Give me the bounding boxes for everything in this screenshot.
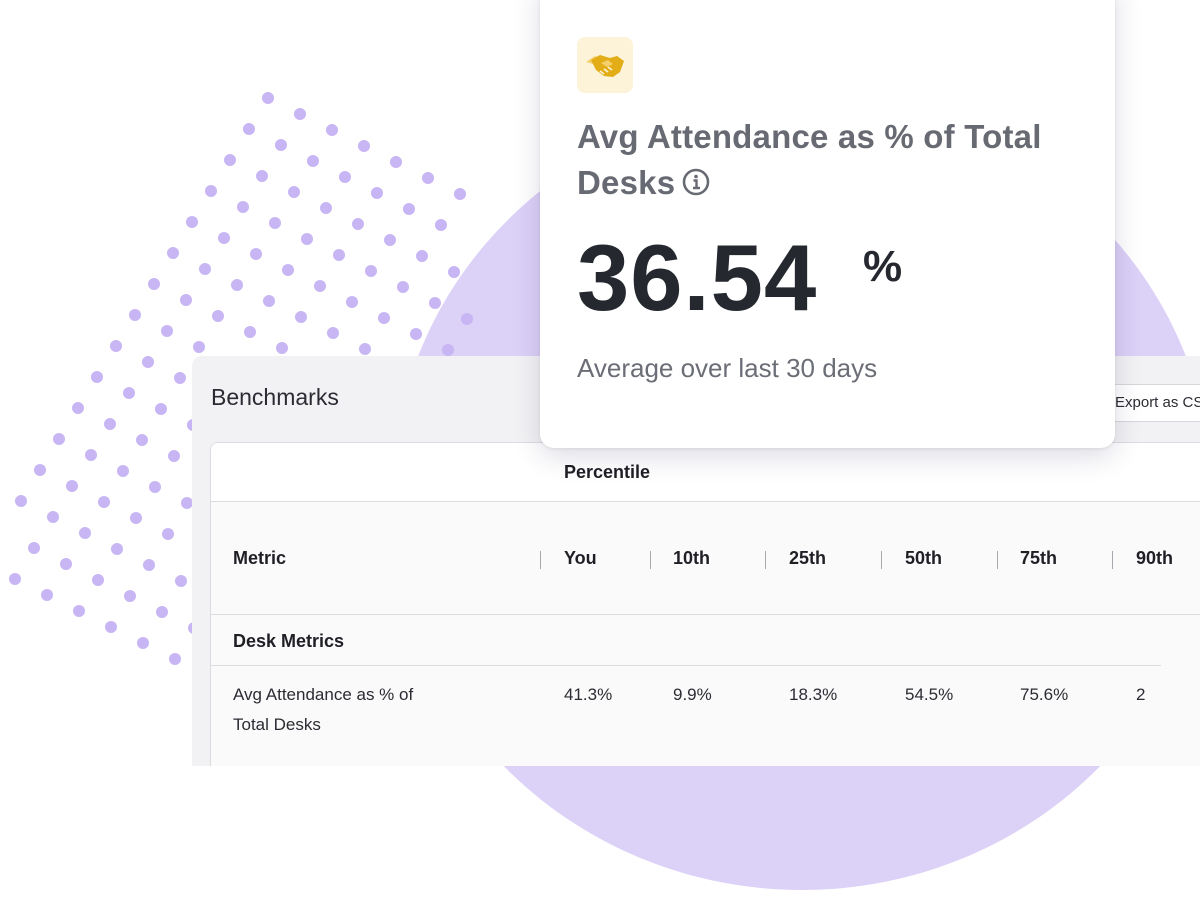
column-header-75th[interactable]: 75th [1020, 548, 1058, 568]
column-header-25th[interactable]: 25th [789, 548, 827, 568]
table-row: Avg Attendance as % of Total Desks 41.3%… [211, 666, 1161, 766]
export-csv-button[interactable]: Export as CSV [1100, 384, 1200, 422]
column-separator [540, 551, 541, 569]
cell-50th: 54.5% [905, 685, 954, 704]
kpi-card: Avg Attendance as % of Total Desks 36.54… [540, 0, 1115, 448]
column-separator [765, 551, 766, 569]
cell-10th: 9.9% [673, 685, 712, 704]
kpi-value: 36.54 [577, 225, 818, 330]
cell-90th: 2 [1136, 685, 1146, 704]
cell-you: 41.3% [564, 685, 613, 704]
kpi-title-text: Avg Attendance as % of Total Desks [577, 118, 1042, 201]
cell-25th: 18.3% [789, 685, 838, 704]
handshake-icon [577, 37, 633, 93]
column-header-you[interactable]: You [564, 548, 597, 568]
column-header-metric[interactable]: Metric [233, 548, 287, 568]
column-separator [997, 551, 998, 569]
column-header-90th[interactable]: 90th [1136, 548, 1174, 568]
table-header-row: Metric You 10th 25th 50th 75th 90th [211, 501, 1200, 615]
cell-75th: 75.6% [1020, 685, 1069, 704]
section-label: Desk Metrics [233, 631, 345, 651]
benchmarks-table: Percentile Metric You 10th 25th 50th 75t… [210, 442, 1200, 766]
section-row-desk-metrics: Desk Metrics [211, 615, 1161, 666]
metric-name: Avg Attendance as % of Total Desks [233, 685, 414, 734]
column-header-50th[interactable]: 50th [905, 548, 943, 568]
benchmarks-title: Benchmarks [211, 384, 339, 410]
info-icon[interactable] [681, 163, 711, 209]
kpi-title: Avg Attendance as % of Total Desks [577, 114, 1067, 209]
kpi-unit: % [863, 242, 903, 291]
kpi-subtitle: Average over last 30 days [577, 353, 878, 383]
column-header-10th[interactable]: 10th [673, 548, 711, 568]
percentile-header-row: Percentile [211, 443, 1200, 502]
column-separator [881, 551, 882, 569]
percentile-label: Percentile [564, 462, 651, 482]
column-separator [1112, 551, 1113, 569]
column-separator [650, 551, 651, 569]
